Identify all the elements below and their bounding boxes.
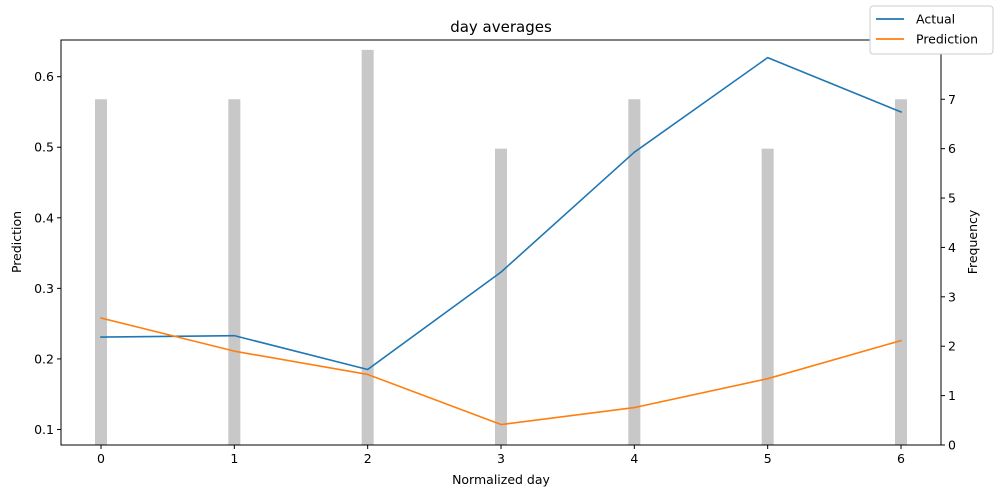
frequency-bar xyxy=(895,99,907,445)
y-axis-label: Prediction xyxy=(9,211,24,273)
frequency-bars xyxy=(95,49,907,445)
y2-axis-ticks: 012345678 xyxy=(941,42,956,453)
legend: Actual Prediction xyxy=(869,5,994,55)
legend-label-prediction: Prediction xyxy=(916,32,978,47)
series-line-prediction xyxy=(100,317,902,426)
y2-tick-label: 6 xyxy=(948,141,956,156)
y2-tick-label: 7 xyxy=(948,92,956,107)
series-line-actual xyxy=(100,56,903,371)
frequency-bar xyxy=(628,99,641,445)
y2-tick-label: 1 xyxy=(948,388,956,403)
y-tick-label: 0.1 xyxy=(34,422,54,437)
y-tick-label: 0.4 xyxy=(34,210,54,225)
frequency-bar xyxy=(228,99,241,445)
y2-axis-label: Frequency xyxy=(965,209,980,274)
x-axis-ticks: 0 1 2 3 4 5 6 xyxy=(97,445,905,466)
x-tick-label: 1 xyxy=(230,451,238,466)
y2-tick-label: 3 xyxy=(948,289,956,304)
frequency-bar xyxy=(495,148,507,445)
y2-tick-label: 0 xyxy=(948,438,956,453)
y-tick-label: 0.3 xyxy=(34,281,54,296)
y-axis-ticks: 0.1 0.2 0.3 0.4 0.5 0.6 xyxy=(34,69,61,437)
frequency-bar xyxy=(361,49,374,445)
x-tick-label: 2 xyxy=(364,451,372,466)
y-tick-label: 0.5 xyxy=(34,140,54,155)
x-tick-label: 5 xyxy=(764,451,772,466)
frequency-bar xyxy=(95,99,107,445)
y2-tick-label: 5 xyxy=(948,191,956,206)
series-lines xyxy=(100,56,903,426)
legend-label-actual: Actual xyxy=(916,12,955,27)
y-tick-label: 0.2 xyxy=(34,351,54,366)
frequency-bar xyxy=(761,148,774,445)
chart-title: day averages xyxy=(450,18,552,36)
y-tick-label: 0.6 xyxy=(34,69,54,84)
x-tick-label: 6 xyxy=(897,451,905,466)
x-tick-label: 0 xyxy=(97,451,105,466)
x-axis-label: Normalized day xyxy=(452,472,550,487)
legend-box xyxy=(869,5,994,55)
y2-tick-label: 4 xyxy=(948,240,956,255)
x-tick-label: 4 xyxy=(630,451,638,466)
x-tick-label: 3 xyxy=(497,451,505,466)
y2-tick-label: 2 xyxy=(948,339,956,354)
